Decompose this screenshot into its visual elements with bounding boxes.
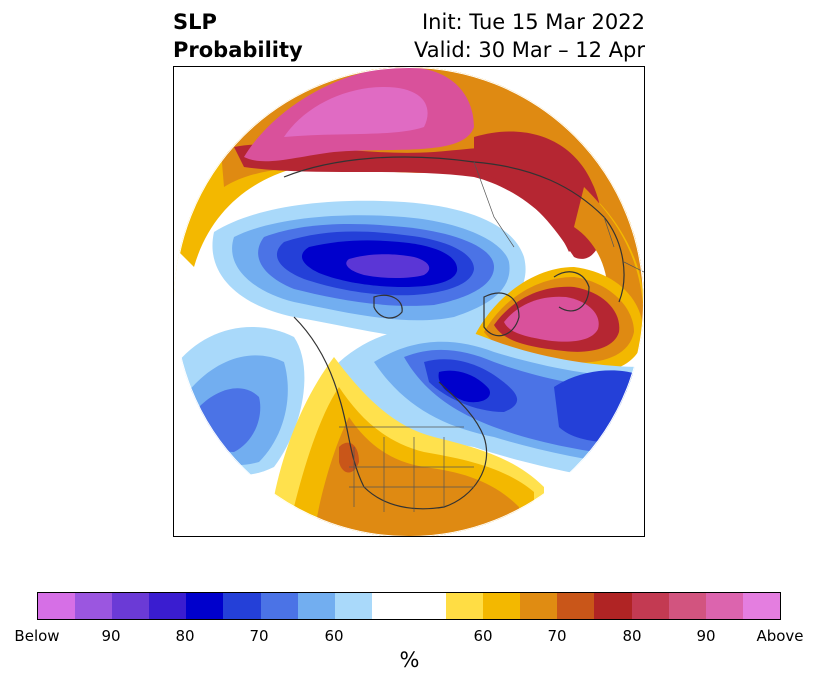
- below-zone-atlantic-high: [554, 370, 644, 443]
- colorbar-tick-label: Below: [14, 627, 60, 645]
- boundary-europe: [603, 216, 644, 273]
- political-boundaries: [339, 161, 644, 512]
- colorbar-tick-label: 60: [324, 627, 344, 645]
- below-zone-arctic-extreme: [346, 254, 430, 278]
- colorbar-swatch: [668, 593, 706, 619]
- probability-map: [173, 66, 645, 537]
- above-zone-europe-red: [474, 131, 603, 259]
- coastlines: [283, 156, 625, 510]
- forecast-field: [174, 67, 644, 536]
- above-zone-siberia-magenta: [284, 87, 428, 137]
- init-date: Init: Tue 15 Mar 2022: [421, 10, 645, 34]
- map-disc-edge: [174, 67, 644, 536]
- colorbar-tick-label: 90: [696, 627, 716, 645]
- colorbar-unit: %: [399, 648, 420, 672]
- colorbar-swatch: [371, 593, 409, 619]
- colorbar-swatch: [705, 593, 743, 619]
- boundary-russia: [473, 161, 515, 248]
- above-zone-usa-orange: [314, 417, 519, 536]
- colorbar-tick-label: 90: [101, 627, 121, 645]
- colorbar-swatch: [557, 593, 595, 619]
- colorbar-tick-labels: Below 90 80 70 60 60 70 80 90 Above: [0, 627, 819, 647]
- colorbar-swatch: [408, 593, 447, 619]
- colorbar-tick-label: 80: [175, 627, 195, 645]
- colorbar-swatch: [631, 593, 669, 619]
- title-line-1: SLP: [173, 10, 217, 34]
- colorbar-swatch: [520, 593, 558, 619]
- colorbar-swatch: [223, 593, 261, 619]
- coastline-scandinavia: [553, 271, 590, 312]
- colorbar-swatch: [742, 593, 780, 619]
- colorbar-tick-label: 60: [473, 627, 493, 645]
- coastline-arctic-islands: [373, 294, 403, 319]
- above-zone-atlantic-pink: [504, 296, 599, 342]
- boundary-states: [349, 437, 474, 512]
- colorbar-swatch: [149, 593, 187, 619]
- colorbar-swatch: [112, 593, 150, 619]
- title-line-2: Probability: [173, 38, 303, 62]
- coastline-greenland: [483, 292, 520, 337]
- colorbar-swatch: [594, 593, 632, 619]
- coastline-north-america: [293, 316, 488, 510]
- colorbar-swatch: [297, 593, 335, 619]
- colorbar: [37, 592, 781, 620]
- colorbar-swatch: [186, 593, 224, 619]
- colorbar-tick-label: 70: [249, 627, 269, 645]
- colorbar-swatch: [38, 593, 76, 619]
- valid-range: Valid: 30 Mar – 12 Apr: [414, 38, 645, 62]
- date-info: Init: Tue 15 Mar 2022 Valid: 30 Mar – 12…: [414, 8, 645, 64]
- colorbar-swatch: [75, 593, 113, 619]
- map-canvas: [174, 67, 644, 536]
- colorbar-tick-label: 80: [622, 627, 642, 645]
- colorbar-swatch: [260, 593, 298, 619]
- colorbar-tick-label: 70: [547, 627, 567, 645]
- coastline-eurasia: [283, 156, 625, 303]
- colorbar-swatch: [334, 593, 372, 619]
- colorbar-swatch: [483, 593, 521, 619]
- map-title: SLP Probability: [173, 8, 303, 64]
- colorbar-swatch: [446, 593, 484, 619]
- colorbar-tick-label: Above: [756, 627, 804, 645]
